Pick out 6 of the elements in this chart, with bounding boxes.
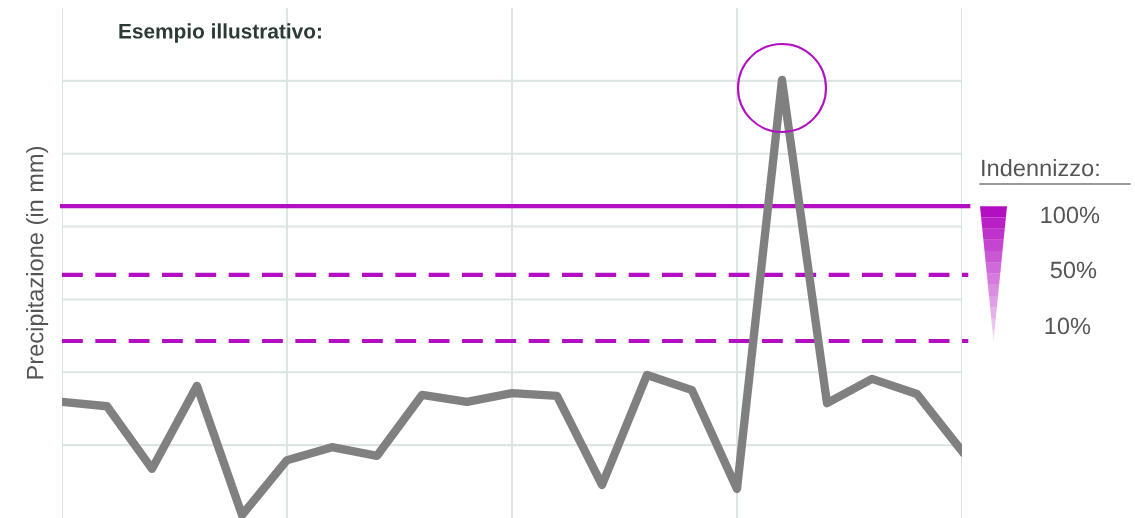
- text: 10%: [1045, 317, 1091, 335]
- text: 100%: [1041, 206, 1100, 224]
- y-axis-title: Precipitazione (in mm): [26, 147, 49, 379]
- legend-title: Indennizzo:: [982, 159, 1099, 177]
- chart-title: Esempio illustrativo:: [119, 23, 321, 43]
- text: 50%: [1050, 261, 1097, 279]
